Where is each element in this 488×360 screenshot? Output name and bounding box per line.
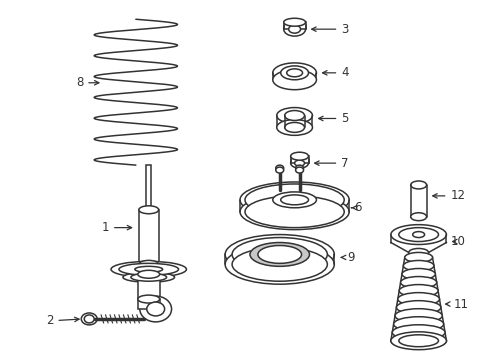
Ellipse shape <box>224 235 334 274</box>
Ellipse shape <box>408 248 427 256</box>
Ellipse shape <box>257 246 301 264</box>
Text: 12: 12 <box>432 189 465 202</box>
Ellipse shape <box>272 63 316 83</box>
Ellipse shape <box>391 325 444 340</box>
FancyBboxPatch shape <box>283 22 305 29</box>
Ellipse shape <box>412 231 424 238</box>
Ellipse shape <box>280 66 308 80</box>
FancyBboxPatch shape <box>138 299 160 309</box>
Ellipse shape <box>284 111 304 121</box>
Ellipse shape <box>139 206 158 214</box>
Ellipse shape <box>284 122 304 132</box>
Ellipse shape <box>295 167 303 173</box>
Ellipse shape <box>81 313 97 325</box>
Ellipse shape <box>111 261 186 277</box>
Ellipse shape <box>290 158 308 168</box>
Text: 7: 7 <box>314 157 348 170</box>
Ellipse shape <box>390 333 446 349</box>
Ellipse shape <box>122 272 174 282</box>
Ellipse shape <box>400 276 436 288</box>
Ellipse shape <box>397 293 439 306</box>
FancyBboxPatch shape <box>146 165 151 210</box>
Ellipse shape <box>295 165 303 171</box>
Ellipse shape <box>275 165 283 171</box>
Text: 10: 10 <box>449 235 464 248</box>
Ellipse shape <box>398 228 438 242</box>
Ellipse shape <box>286 69 302 77</box>
Text: 2: 2 <box>46 314 79 327</box>
Ellipse shape <box>294 160 304 166</box>
Text: 8: 8 <box>76 76 99 89</box>
Ellipse shape <box>290 152 308 160</box>
FancyBboxPatch shape <box>138 274 160 299</box>
Ellipse shape <box>249 243 309 266</box>
Ellipse shape <box>275 167 283 173</box>
Ellipse shape <box>398 335 438 347</box>
Ellipse shape <box>410 213 426 221</box>
Ellipse shape <box>139 260 158 268</box>
Ellipse shape <box>140 296 171 322</box>
Ellipse shape <box>232 238 326 271</box>
Ellipse shape <box>396 301 440 314</box>
Text: 11: 11 <box>445 297 468 311</box>
Ellipse shape <box>135 266 163 272</box>
Ellipse shape <box>390 225 446 244</box>
Ellipse shape <box>240 182 348 218</box>
Ellipse shape <box>272 70 316 90</box>
Text: 4: 4 <box>322 66 348 79</box>
Ellipse shape <box>146 302 164 316</box>
Ellipse shape <box>119 264 178 275</box>
Ellipse shape <box>401 269 434 280</box>
Ellipse shape <box>283 22 305 36</box>
Text: 3: 3 <box>311 23 348 36</box>
Ellipse shape <box>84 315 94 323</box>
Ellipse shape <box>394 309 441 323</box>
Ellipse shape <box>138 295 160 303</box>
Ellipse shape <box>272 192 316 208</box>
Text: 9: 9 <box>341 251 354 264</box>
Ellipse shape <box>131 273 166 281</box>
FancyBboxPatch shape <box>139 210 158 264</box>
Ellipse shape <box>283 18 305 26</box>
Ellipse shape <box>393 317 443 332</box>
Ellipse shape <box>398 285 437 297</box>
Ellipse shape <box>410 181 426 189</box>
Ellipse shape <box>390 332 446 350</box>
Ellipse shape <box>244 196 344 228</box>
Ellipse shape <box>276 108 312 123</box>
Ellipse shape <box>240 194 348 230</box>
Text: 6: 6 <box>351 201 361 214</box>
Ellipse shape <box>276 120 312 135</box>
Ellipse shape <box>288 25 300 33</box>
Ellipse shape <box>280 195 308 205</box>
Ellipse shape <box>224 244 334 284</box>
Ellipse shape <box>403 261 433 271</box>
Ellipse shape <box>232 247 326 281</box>
Ellipse shape <box>404 252 432 262</box>
FancyBboxPatch shape <box>290 156 308 163</box>
Ellipse shape <box>244 184 344 216</box>
Text: 1: 1 <box>102 221 131 234</box>
Text: 5: 5 <box>318 112 348 125</box>
Ellipse shape <box>138 270 160 278</box>
